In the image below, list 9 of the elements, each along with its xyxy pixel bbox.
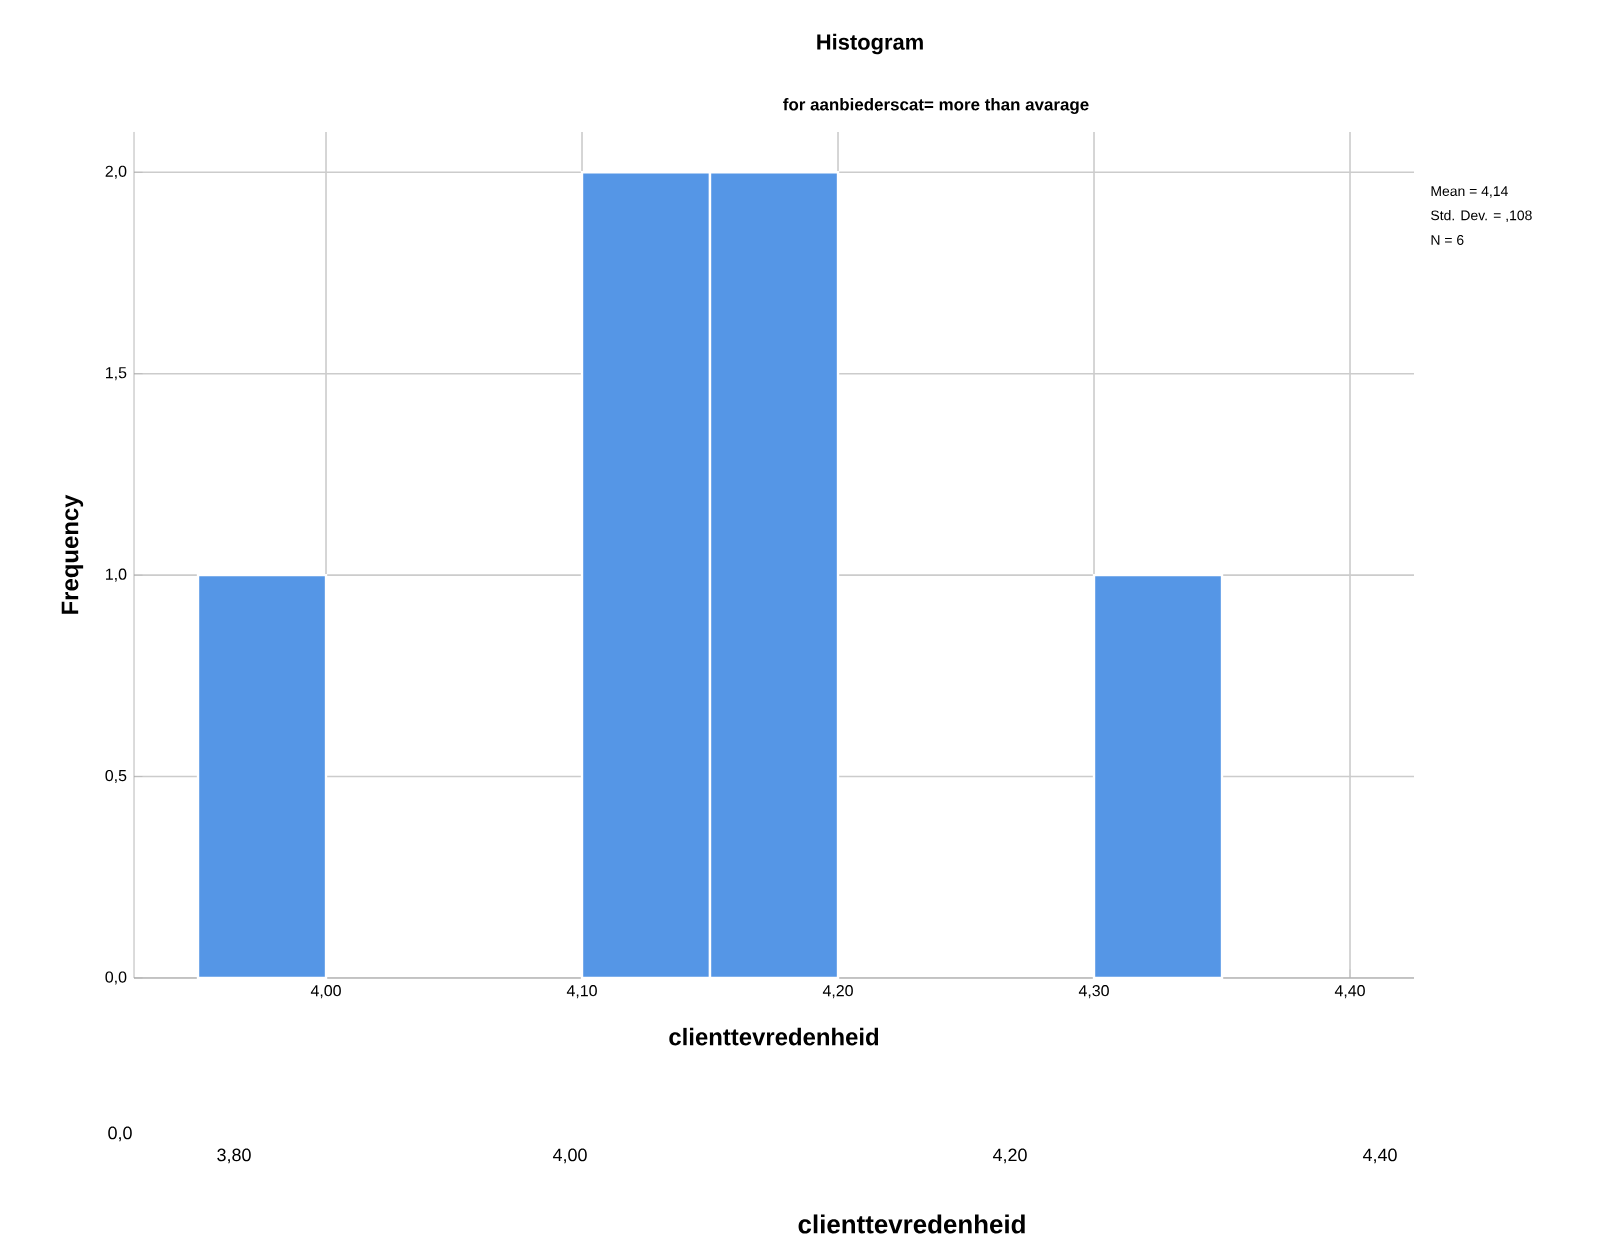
text: clienttevredenheid: [798, 1214, 1025, 1234]
chart-subtitle: for aanbiederscat= more than avarage: [783, 98, 1089, 114]
y-axis-title: Frequency: [61, 494, 84, 614]
text: 4,40: [1362, 1148, 1397, 1164]
x-axis-title: clienttevredenheid: [669, 1027, 879, 1046]
text: 3,80: [217, 1148, 251, 1164]
text: 4,00: [552, 1148, 587, 1164]
chart-title: Histogram: [817, 33, 923, 55]
text: 4,20: [992, 1148, 1027, 1164]
